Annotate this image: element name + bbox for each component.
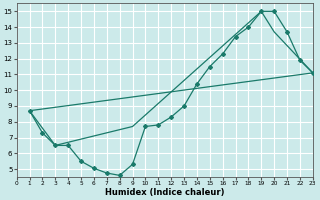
X-axis label: Humidex (Indice chaleur): Humidex (Indice chaleur): [105, 188, 224, 197]
